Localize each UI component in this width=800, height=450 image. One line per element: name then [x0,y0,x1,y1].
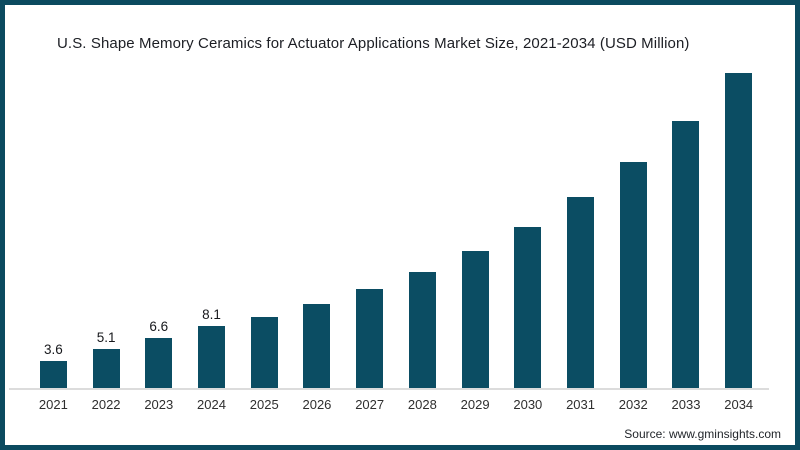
bar [145,338,173,388]
x-axis-tick-label: 2032 [618,397,648,412]
bar-slot [291,5,344,388]
bar-slot [501,5,554,388]
x-axis-tick-label: 2033 [671,397,701,412]
bar-slot [607,5,660,388]
bar [672,121,700,388]
x-axis-tick-label: 2034 [724,397,754,412]
bar [514,227,542,388]
bar [39,361,67,388]
bar-slot [712,5,765,388]
bar-value-label: 6.6 [149,319,169,334]
source-attribution: Source: www.gminsights.com [624,427,781,441]
bar [356,289,384,388]
x-axis-tick-label: 2023 [144,397,174,412]
x-axis-tick-label: 2021 [38,397,68,412]
bar [92,349,120,388]
bar-slot [238,5,291,388]
x-axis-tick-label: 2022 [91,397,121,412]
bar [725,73,753,388]
x-axis-tick-label: 2027 [355,397,385,412]
bar-value-label: 8.1 [202,307,221,322]
bar-slot [449,5,502,388]
bars-container: 3.6 5.1 6.6 8.1 [27,5,765,388]
bar [303,304,331,388]
bar-slot: 6.6 [132,5,185,388]
bar [198,326,226,388]
x-axis-line [9,388,769,390]
x-axis-tick-label: 2025 [249,397,279,412]
bar-slot [660,5,713,388]
plot-area: 3.6 5.1 6.6 8.1 2021 2022 2023 2024 2025 2026 202… [5,5,795,445]
x-axis-tick-label: 2029 [460,397,490,412]
bar [619,162,647,388]
bar-slot [554,5,607,388]
bar-value-label: 5.1 [96,330,116,345]
x-axis-labels: 2021 2022 2023 2024 2025 2026 2027 2028 2029 2030… [27,397,765,412]
chart-title: U.S. Shape Memory Ceramics for Actuator … [57,35,690,52]
x-axis-tick-label: 2028 [407,397,437,412]
bar [250,317,278,388]
bar [567,197,595,388]
bar-value-label: 3.6 [43,342,63,357]
bar-slot: 8.1 [185,5,238,388]
bar-slot [343,5,396,388]
bar-slot: 5.1 [80,5,133,388]
x-axis-tick-label: 2024 [197,397,226,412]
bar [408,272,436,388]
x-axis-tick-label: 2026 [302,397,332,412]
bar [461,251,489,388]
bar-slot: 3.6 [27,5,80,388]
bar-slot [396,5,449,388]
x-axis-tick-label: 2031 [566,397,595,412]
x-axis-tick-label: 2030 [513,397,543,412]
